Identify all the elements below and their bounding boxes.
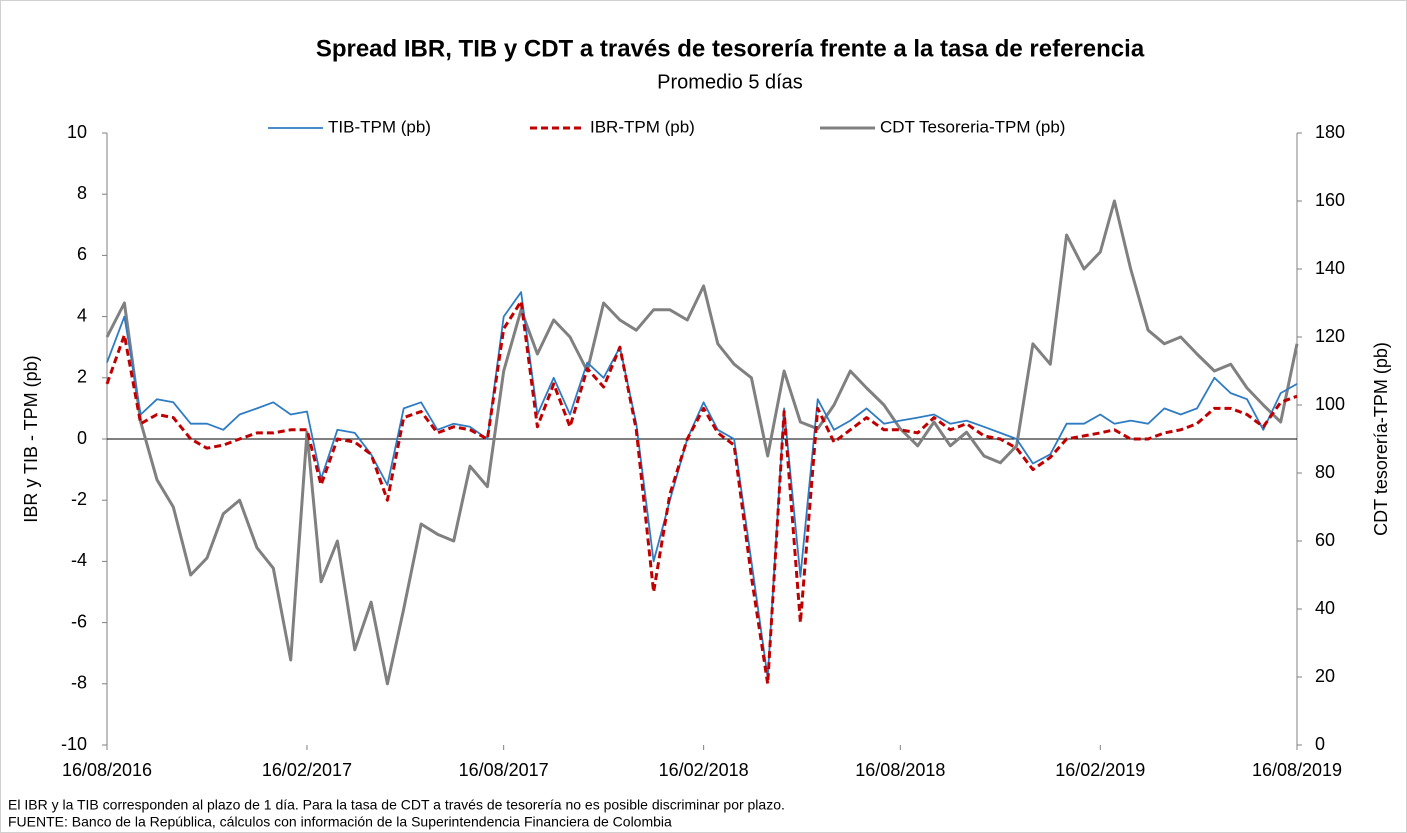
- y-axis-label: IBR y TIB - TPM (pb): [21, 355, 41, 522]
- y2-tick-label: 160: [1315, 190, 1345, 210]
- x-tick-label: 16/02/2019: [1055, 760, 1145, 780]
- x-tick-label: 16/08/2017: [459, 760, 549, 780]
- y-tick-label: -4: [71, 550, 87, 570]
- y2-tick-label: 80: [1315, 462, 1335, 482]
- y-tick-label: 2: [77, 367, 87, 387]
- y2-tick-label: 20: [1315, 666, 1335, 686]
- y2-tick-label: 0: [1315, 734, 1325, 754]
- y2-tick-label: 140: [1315, 258, 1345, 278]
- y-tick-label: 4: [77, 305, 87, 325]
- legend-label: TIB-TPM (pb): [328, 117, 431, 136]
- y-tick-label: -6: [71, 611, 87, 631]
- footnote: El IBR y la TIB corresponden al plazo de…: [8, 797, 785, 813]
- y2-tick-label: 40: [1315, 598, 1335, 618]
- y-tick-label: -10: [61, 734, 87, 754]
- y-tick-label: -8: [71, 673, 87, 693]
- legend-label: IBR-TPM (pb): [590, 117, 695, 136]
- y-tick-label: 0: [77, 428, 87, 448]
- y2-tick-label: 180: [1315, 122, 1345, 142]
- series-line: [106, 291, 1298, 679]
- legend-label: CDT Tesoreria-TPM (pb): [880, 117, 1065, 136]
- chart-subtitle: Promedio 5 días: [657, 71, 803, 93]
- y-tick-label: 6: [77, 244, 87, 264]
- y-tick-label: -2: [71, 489, 87, 509]
- y2-tick-label: 120: [1315, 326, 1345, 346]
- y-tick-label: 8: [77, 183, 87, 203]
- series-line: [105, 199, 1299, 686]
- y2-tick-label: 60: [1315, 530, 1335, 550]
- x-tick-label: 16/08/2018: [855, 760, 945, 780]
- x-tick-label: 16/02/2018: [659, 760, 749, 780]
- x-tick-label: 16/02/2017: [262, 760, 352, 780]
- y2-tick-label: 100: [1315, 394, 1345, 414]
- footnote: FUENTE: Banco de la República, cálculos …: [8, 814, 672, 830]
- y-tick-label: 10: [67, 122, 87, 142]
- series-line: [105, 299, 1298, 686]
- x-tick-label: 16/08/2019: [1252, 760, 1342, 780]
- x-tick-label: 16/08/2016: [62, 760, 152, 780]
- chart-title: Spread IBR, TIB y CDT a través de tesore…: [316, 35, 1145, 62]
- y2-axis-label: CDT tesorería-TPM (pb): [1371, 342, 1391, 536]
